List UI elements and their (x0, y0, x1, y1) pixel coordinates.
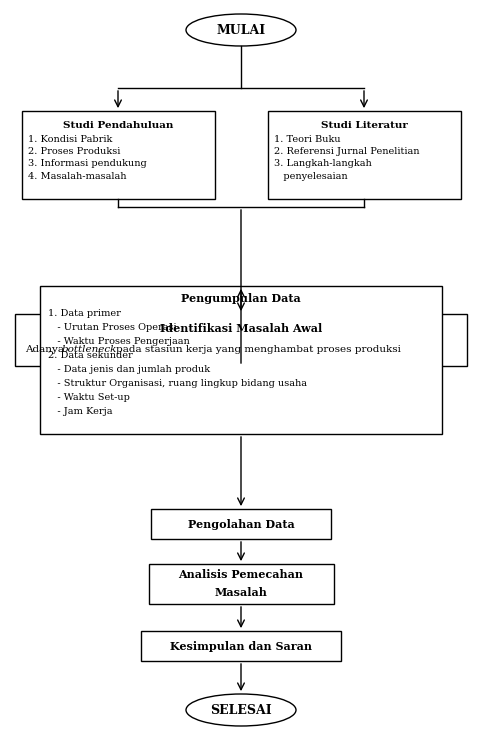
Text: - Struktur Organisasi, ruang lingkup bidang usaha: - Struktur Organisasi, ruang lingkup bid… (48, 378, 307, 387)
Text: 2. Referensi Jurnal Penelitian: 2. Referensi Jurnal Penelitian (273, 147, 419, 156)
Text: Kesimpulan dan Saran: Kesimpulan dan Saran (170, 640, 312, 651)
Bar (15, 314, 467, 366)
Text: - Data jenis dan jumlah produk: - Data jenis dan jumlah produk (48, 364, 210, 373)
Text: 3. Informasi pendukung: 3. Informasi pendukung (27, 160, 146, 168)
Text: 4. Masalah-masalah: 4. Masalah-masalah (27, 172, 126, 181)
Text: Identifikasi Masalah Awal: Identifikasi Masalah Awal (160, 323, 322, 333)
Bar (151, 509, 331, 539)
Text: 1. Data primer: 1. Data primer (48, 309, 121, 318)
Text: Studi Pendahuluan: Studi Pendahuluan (63, 120, 173, 130)
Text: 2. Data sekunder: 2. Data sekunder (48, 350, 133, 360)
Text: 3. Langkah-langkah: 3. Langkah-langkah (273, 160, 371, 168)
Text: 2. Proses Produksi: 2. Proses Produksi (27, 147, 120, 156)
Text: pada stasiun kerja yang menghambat proses produksi: pada stasiun kerja yang menghambat prose… (116, 346, 401, 355)
Text: Studi Literatur: Studi Literatur (321, 120, 407, 130)
Text: - Jam Kerja: - Jam Kerja (48, 407, 112, 416)
Text: Adanya: Adanya (25, 346, 67, 355)
Ellipse shape (186, 14, 296, 46)
Text: - Waktu Proses Pengerjaan: - Waktu Proses Pengerjaan (48, 337, 190, 346)
Text: bottleneck: bottleneck (62, 346, 118, 355)
Text: MULAI: MULAI (216, 24, 266, 36)
Text: Pengumpulan Data: Pengumpulan Data (181, 294, 301, 304)
Bar (40, 286, 442, 434)
Bar (148, 564, 334, 604)
Text: 1. Teori Buku: 1. Teori Buku (273, 134, 340, 143)
Ellipse shape (186, 694, 296, 726)
Text: Masalah: Masalah (214, 588, 268, 599)
Text: - Waktu Set-up: - Waktu Set-up (48, 393, 130, 401)
Bar (141, 631, 341, 661)
Bar (268, 111, 460, 199)
Bar (22, 111, 214, 199)
Text: SELESAI: SELESAI (210, 703, 272, 717)
Text: Analisis Pemecahan: Analisis Pemecahan (178, 570, 304, 580)
Text: - Urutan Proses Operasi: - Urutan Proses Operasi (48, 323, 176, 332)
Text: 1. Kondisi Pabrik: 1. Kondisi Pabrik (27, 134, 112, 143)
Text: penyelesaian: penyelesaian (273, 172, 347, 181)
Text: Pengolahan Data: Pengolahan Data (187, 519, 295, 530)
